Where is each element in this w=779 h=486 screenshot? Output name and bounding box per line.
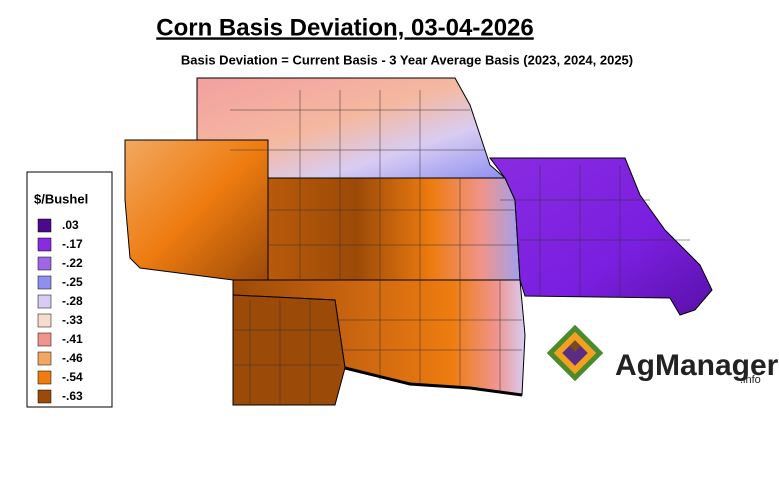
missouri bbox=[489, 157, 713, 316]
county-lines bbox=[230, 90, 690, 405]
red-river bbox=[344, 366, 523, 397]
legend-label: -.28 bbox=[62, 294, 83, 308]
legend-swatch bbox=[37, 351, 52, 366]
legend-swatch bbox=[37, 218, 52, 233]
subtitle: Basis Deviation = Current Basis - 3 Year… bbox=[181, 52, 633, 67]
kansas bbox=[267, 177, 521, 281]
legend-swatch bbox=[37, 256, 52, 271]
legend-swatch bbox=[37, 275, 52, 290]
legend-label: .03 bbox=[62, 218, 79, 232]
legend-label: -.46 bbox=[62, 351, 83, 365]
legend-title: $/Bushel bbox=[34, 191, 88, 206]
legend-label: -.33 bbox=[62, 313, 83, 327]
logo: AgManager .info bbox=[546, 324, 779, 386]
logo-name: AgManager bbox=[615, 349, 779, 382]
legend-label: -.25 bbox=[62, 275, 83, 289]
legend-label: -.54 bbox=[62, 370, 83, 384]
title: Corn Basis Deviation, 03-04-2026 bbox=[156, 14, 534, 41]
legend-box bbox=[26, 171, 113, 408]
legend-swatch bbox=[37, 389, 52, 404]
map bbox=[124, 77, 713, 406]
legend-label: -.41 bbox=[62, 332, 83, 346]
logo-suffix: .info bbox=[740, 374, 761, 386]
legend-swatch bbox=[37, 313, 52, 328]
legend-swatch bbox=[37, 237, 52, 252]
legend-label: -.63 bbox=[62, 389, 83, 403]
colorado-east bbox=[124, 139, 269, 281]
legend-items: .03 -.17 -.22 -.25 -.28 -.33 -.41 -.46 -.54 -.63 bbox=[37, 218, 83, 404]
legend-swatch bbox=[37, 370, 52, 385]
legend-label: -.22 bbox=[62, 256, 83, 270]
legend-label: -.17 bbox=[62, 237, 83, 251]
texas-panhandle bbox=[232, 294, 346, 406]
legend-swatch bbox=[37, 294, 52, 309]
legend-swatch bbox=[37, 332, 52, 347]
